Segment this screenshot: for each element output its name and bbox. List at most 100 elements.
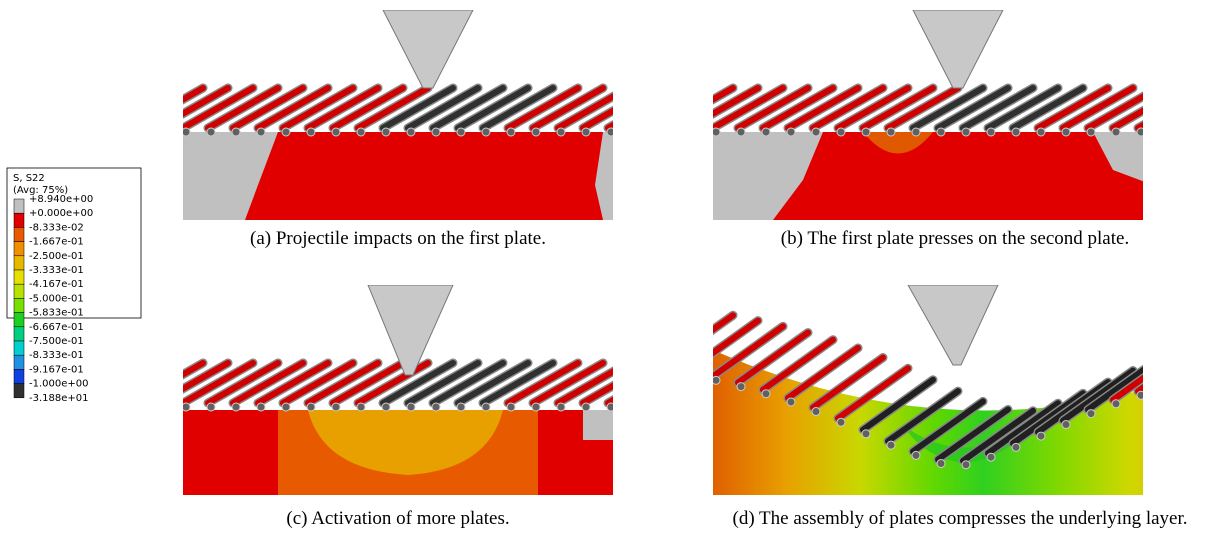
- legend-swatch: [14, 242, 24, 256]
- panel-b: [662, 10, 1207, 220]
- rod-base: [662, 128, 670, 136]
- rod-base: [632, 128, 640, 136]
- rod-base: [207, 128, 215, 136]
- rod-base: [937, 459, 945, 467]
- legend-label: -2.500e-01: [29, 251, 84, 262]
- rod-base: [762, 390, 770, 398]
- rod-base: [737, 383, 745, 391]
- rod-base: [687, 128, 695, 136]
- rod-base: [1137, 128, 1145, 136]
- rod-outline: [1188, 328, 1207, 378]
- rod-base: [987, 453, 995, 461]
- legend-swatch: [14, 384, 24, 398]
- rod-base: [1087, 128, 1095, 136]
- rod-base: [1112, 128, 1120, 136]
- legend-label: -6.667e-01: [29, 322, 84, 333]
- legend-swatch: [14, 327, 24, 341]
- panel-d: [662, 285, 1207, 500]
- legend-swatch: [14, 284, 24, 298]
- rod-outline: [1188, 88, 1207, 128]
- rod-base: [382, 403, 390, 411]
- rod-base: [1187, 378, 1195, 386]
- rod-base: [282, 128, 290, 136]
- rod-base: [657, 128, 665, 136]
- legend-swatch: [14, 213, 24, 227]
- legend-label: -8.333e-02: [29, 222, 84, 233]
- rod-base: [532, 403, 540, 411]
- rod-base: [407, 128, 415, 136]
- rod-base: [457, 128, 465, 136]
- rod-base: [282, 403, 290, 411]
- rod-base: [682, 403, 690, 411]
- page: S, S22 (Avg: 75%) +8.940e+00+0.000e+00-8…: [0, 0, 1207, 560]
- rod-base: [1012, 443, 1020, 451]
- rod-outline: [1138, 341, 1207, 391]
- rod-base: [887, 128, 895, 136]
- rod-outline: [633, 88, 703, 128]
- legend-label: -5.833e-01: [29, 308, 84, 319]
- legend-label: -7.500e-01: [29, 336, 84, 347]
- legend-label: -3.188e+01: [29, 393, 89, 404]
- rod-base: [607, 128, 615, 136]
- legend-swatch: [14, 355, 24, 369]
- caption-b: (b) The first plate presses on the secon…: [703, 228, 1207, 250]
- rod-base: [657, 403, 665, 411]
- rod-base: [837, 128, 845, 136]
- rod-base: [582, 403, 590, 411]
- rod-outline: [633, 363, 703, 403]
- rod-base: [357, 128, 365, 136]
- rod-base: [712, 128, 720, 136]
- legend-label: -8.333e-01: [29, 350, 84, 361]
- rod-base: [557, 403, 565, 411]
- rod: [1188, 328, 1207, 378]
- legend-label: -3.333e-01: [29, 265, 84, 276]
- rod-base: [1087, 410, 1095, 418]
- legend-title: S, S22: [13, 173, 45, 184]
- rod-base: [1162, 128, 1170, 136]
- rod-outline: [608, 88, 678, 128]
- legend-swatch: [14, 199, 24, 213]
- rod-base: [207, 403, 215, 411]
- rod-base: [532, 128, 540, 136]
- rod: [1138, 88, 1207, 128]
- legend-label: -5.000e-01: [29, 293, 84, 304]
- rod-base: [1037, 128, 1045, 136]
- figure: S, S22 (Avg: 75%) +8.940e+00+0.000e+00-8…: [0, 0, 1207, 560]
- rod-base: [507, 403, 515, 411]
- rod-base: [132, 403, 140, 411]
- rod-base: [182, 403, 190, 411]
- rod-base: [1012, 128, 1020, 136]
- rod-base: [862, 430, 870, 438]
- legend-label: -4.167e-01: [29, 279, 84, 290]
- legend-swatch: [14, 369, 24, 383]
- rod-base: [662, 365, 670, 373]
- rod-base: [432, 128, 440, 136]
- rod-outline: [1163, 334, 1207, 384]
- rod-outline: [1138, 88, 1207, 128]
- rod-base: [257, 403, 265, 411]
- rod-base: [432, 403, 440, 411]
- rod-base: [482, 128, 490, 136]
- legend-swatch: [14, 270, 24, 284]
- legend-swatch: [14, 256, 24, 270]
- rod-base: [257, 128, 265, 136]
- rod-base: [912, 128, 920, 136]
- rod-base: [1187, 128, 1195, 136]
- rod-base: [862, 128, 870, 136]
- rod: [633, 363, 703, 403]
- rod-base: [762, 128, 770, 136]
- rod-base: [937, 128, 945, 136]
- rod-base: [812, 128, 820, 136]
- rod-base: [182, 128, 190, 136]
- rod: [1188, 88, 1207, 128]
- rod-base: [332, 128, 340, 136]
- rod-base: [157, 128, 165, 136]
- rod-base: [737, 128, 745, 136]
- rod-base: [962, 128, 970, 136]
- rod-base: [712, 376, 720, 384]
- rod-base: [157, 403, 165, 411]
- rod-base: [357, 403, 365, 411]
- legend-swatch: [14, 341, 24, 355]
- rod-base: [407, 403, 415, 411]
- rod-base: [682, 128, 690, 136]
